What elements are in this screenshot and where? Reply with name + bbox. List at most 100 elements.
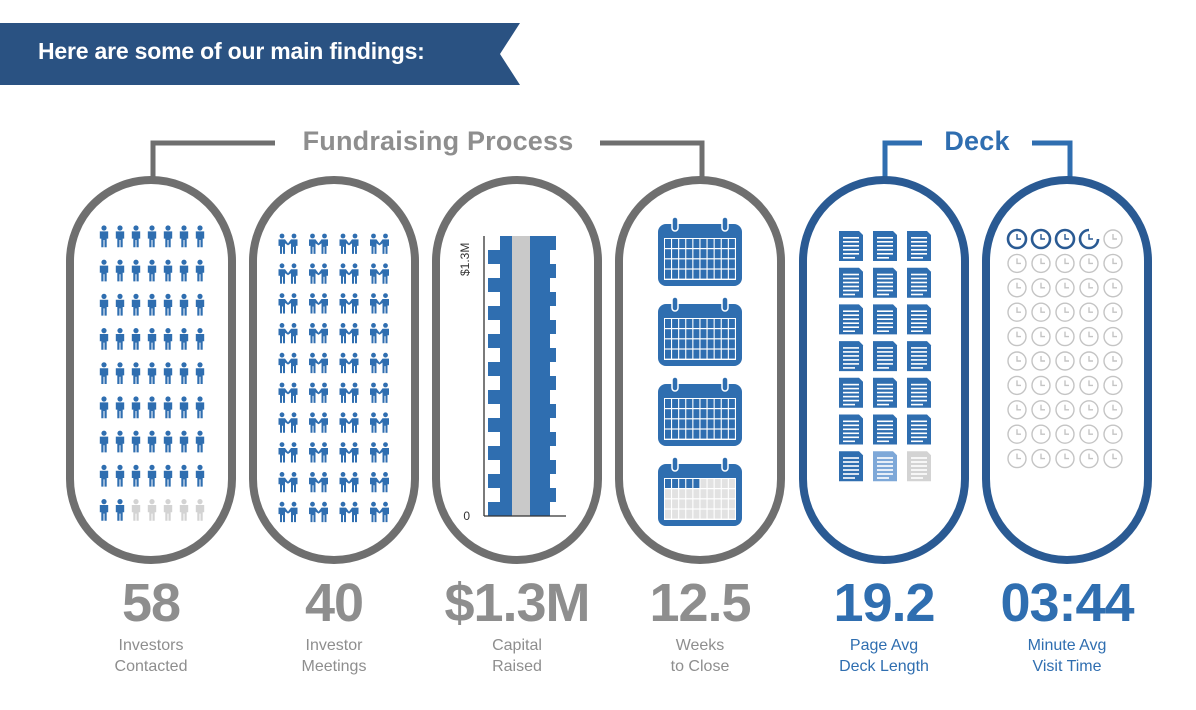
clock-icon [1079, 351, 1099, 371]
calendar-icon [658, 456, 742, 526]
clock-icon [1055, 326, 1075, 347]
document-icon [907, 341, 931, 372]
money-bill-tab [488, 306, 500, 320]
clock-icon [1103, 375, 1123, 396]
clock-icon [1079, 375, 1099, 396]
clock-icon [1031, 400, 1051, 420]
clock-icon [1103, 229, 1123, 249]
clock-icon [1055, 400, 1075, 420]
clock-icon [1079, 278, 1099, 298]
document-icon [873, 231, 897, 261]
money-bill-stripe [512, 432, 530, 460]
clock-icon [1055, 424, 1075, 444]
clock-icon [1079, 253, 1099, 274]
clock-icon [1079, 400, 1099, 420]
clock-icon [1007, 326, 1027, 347]
clock-icon [1055, 448, 1075, 469]
clock-icon [1079, 448, 1099, 469]
clock-icon [1031, 424, 1051, 444]
stat-label-line2: Raised [492, 658, 542, 675]
stat-label-line2: to Close [670, 658, 730, 675]
clock-icon [1054, 228, 1076, 250]
money-bill-tab [550, 264, 556, 278]
clock-icon [1007, 424, 1027, 444]
capsule-meetings [249, 176, 419, 564]
clock-icon [1079, 302, 1099, 322]
stat-value: 40 [304, 573, 364, 633]
document-icon [873, 341, 897, 372]
stat-investors-contacted: 58 Investors Contacted [61, 573, 241, 677]
money-bill-tab [488, 446, 500, 460]
stat-label-line1: Investor [305, 637, 363, 654]
document-icon-grid [839, 231, 931, 482]
money-bill-stripe [512, 264, 530, 292]
stat-label-line1: Minute Avg [1027, 637, 1107, 654]
clock-icon [1007, 400, 1027, 420]
stat-label-line1: Weeks [675, 637, 725, 654]
money-bill-tab [488, 474, 500, 488]
document-icon [873, 414, 897, 445]
money-bill-tab [488, 334, 500, 348]
money-bill-tab [550, 404, 556, 418]
banner-title: Here are some of our main findings: [38, 38, 425, 64]
document-icon [907, 414, 931, 445]
clock-icon [1079, 424, 1099, 444]
document-icon [839, 341, 863, 372]
stat-label-line2: Meetings [301, 658, 367, 675]
document-icon [839, 414, 863, 445]
clock-icon [1006, 228, 1028, 250]
clock-icon [1031, 326, 1051, 347]
clock-icon [1055, 375, 1075, 396]
money-bill-tab [550, 488, 556, 502]
clock-icon [1007, 302, 1027, 322]
clock-icon [1031, 278, 1051, 298]
document-icon [839, 267, 863, 298]
capital-axis-bottom-label: 0 [463, 509, 470, 523]
stat-capital-raised: $1.3M Capital Raised [427, 573, 607, 677]
money-bill-stripe [512, 404, 530, 432]
stat-label-line1: Capital [492, 637, 542, 654]
stat-label-line2: Contacted [114, 658, 188, 675]
document-icon [839, 377, 863, 408]
clock-icon [1031, 448, 1051, 469]
stat-value: 19.2 [833, 573, 935, 633]
money-bill-stripe [512, 488, 530, 516]
document-icon [907, 451, 931, 482]
clock-icon [1103, 424, 1123, 444]
money-bill-tab [488, 362, 500, 376]
clock-icon [1007, 278, 1027, 298]
money-bill-tab [550, 376, 556, 390]
banner-ribbon [0, 23, 520, 85]
section-title-fundraising: Fundraising Process [302, 126, 574, 156]
stat-label-line2: Deck Length [839, 658, 929, 675]
money-bill-tab [550, 460, 556, 474]
calendar-icon [658, 376, 742, 446]
stat-label-line1: Investors [118, 637, 184, 654]
calendar-icon [658, 216, 742, 286]
clock-icon [1103, 302, 1123, 322]
stat-value: $1.3M [444, 573, 590, 633]
money-bill-tab [550, 432, 556, 446]
stat-value: 03:44 [1000, 573, 1134, 633]
money-bill-stripe [512, 348, 530, 376]
document-icon [873, 451, 897, 482]
stat-investor-meetings: 40 Investor Meetings [244, 573, 424, 677]
money-bill-tab [550, 348, 556, 362]
clock-icon [1103, 253, 1123, 274]
money-bill-stripe [512, 376, 530, 404]
money-bill-tab [488, 418, 500, 432]
document-icon [907, 267, 931, 298]
clock-icon-grid [1006, 228, 1123, 469]
document-icon [839, 304, 863, 335]
stat-weeks-to-close: 12.5 Weeks to Close [610, 573, 790, 677]
money-bill-tab [488, 502, 500, 516]
stat-deck-length: 19.2 Page Avg Deck Length [794, 573, 974, 677]
clock-icon [1103, 278, 1123, 298]
calendar-icon-stack [658, 216, 742, 526]
clock-icon [1055, 302, 1075, 322]
stat-label-line2: Visit Time [1032, 658, 1102, 675]
money-bill-tab [488, 390, 500, 404]
stat-value: 58 [121, 573, 181, 633]
clock-icon [1103, 351, 1123, 371]
clock-icon [1007, 253, 1027, 274]
